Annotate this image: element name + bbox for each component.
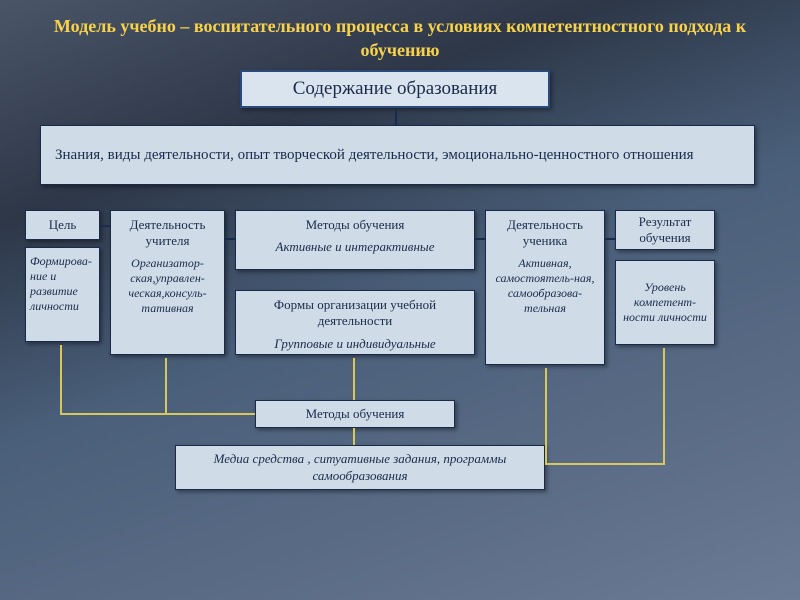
connector xyxy=(353,428,355,445)
media-text: Медиа средства , ситуативные задания, пр… xyxy=(182,451,538,484)
connector xyxy=(545,368,547,465)
connector xyxy=(165,358,167,415)
methods-head: Методы обучения xyxy=(306,217,405,233)
goal-body: Формирова-ние и развитие личности xyxy=(30,254,95,314)
connector-dark xyxy=(605,238,615,240)
goal-body-box: Формирова-ние и развитие личности xyxy=(25,247,100,342)
methods-body: Активные и интерактивные xyxy=(276,239,435,255)
connector xyxy=(60,413,255,415)
student-box: Деятельность ученика Активная, самостоят… xyxy=(485,210,605,365)
content-education-box: Содержание образования xyxy=(240,70,550,108)
result-body-box: Уровень компетент-ности личности xyxy=(615,260,715,345)
forms-head: Формы организации учебной деятельности xyxy=(242,297,468,330)
connector xyxy=(545,463,665,465)
content-education-label: Содержание образования xyxy=(293,77,498,101)
connector-dark xyxy=(100,225,110,227)
goal-head-box: Цель xyxy=(25,210,100,240)
connector-dark xyxy=(225,238,235,240)
knowledge-box: Знания, виды деятельности, опыт творческ… xyxy=(40,125,755,185)
connector-dark xyxy=(475,238,485,240)
media-box: Медиа средства , ситуативные задания, пр… xyxy=(175,445,545,490)
methods2-text: Методы обучения xyxy=(306,406,405,422)
student-body: Активная, самостоятель-ная, самообразова… xyxy=(492,256,598,316)
methods2-box: Методы обучения xyxy=(255,400,455,428)
teacher-body: Организатор-ская,управлен-ческая,консуль… xyxy=(117,256,218,316)
connector-dark xyxy=(395,108,397,125)
result-head-box: Результат обучения xyxy=(615,210,715,250)
connector xyxy=(663,348,665,465)
connector xyxy=(353,358,355,400)
student-head: Деятельность ученика xyxy=(492,217,598,250)
knowledge-text: Знания, виды деятельности, опыт творческ… xyxy=(55,146,694,165)
connector xyxy=(60,345,62,415)
result-head: Результат обучения xyxy=(622,214,708,247)
methods-box: Методы обучения Активные и интерактивные xyxy=(235,210,475,270)
result-body: Уровень компетент-ности личности xyxy=(622,280,708,325)
forms-body: Групповые и индивидуальные xyxy=(274,336,435,352)
forms-box: Формы организации учебной деятельности Г… xyxy=(235,290,475,355)
page-title: Модель учебно – воспитательного процесса… xyxy=(0,0,800,73)
goal-head: Цель xyxy=(49,217,77,233)
teacher-head: Деятельность учителя xyxy=(117,217,218,250)
teacher-box: Деятельность учителя Организатор-ская,уп… xyxy=(110,210,225,355)
